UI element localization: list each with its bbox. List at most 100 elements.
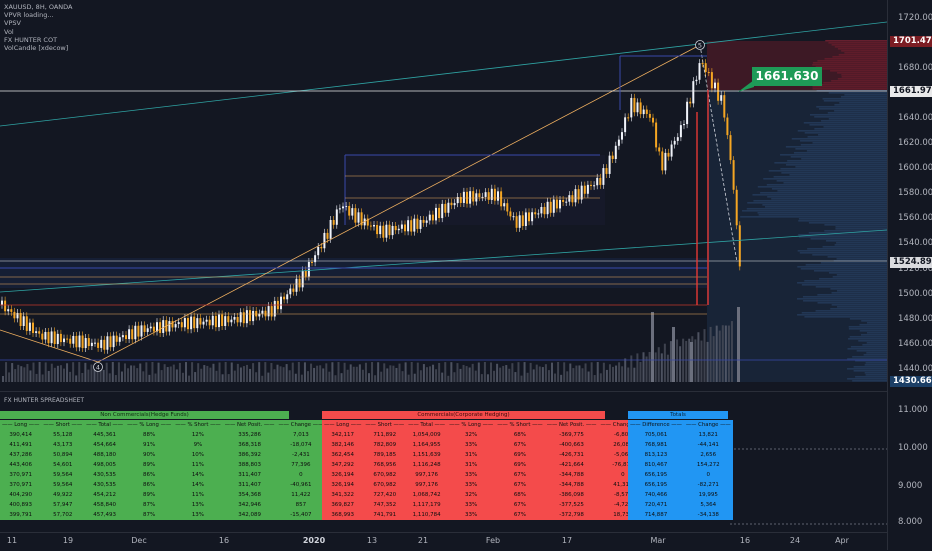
candle-body xyxy=(44,331,47,340)
candle-body xyxy=(366,218,369,226)
volume-bar xyxy=(557,362,560,382)
symbol-title[interactable]: XAUUSD, 8H, OANDA xyxy=(4,3,73,11)
volume-bar xyxy=(255,372,258,382)
table-cell: -8,573 xyxy=(614,492,632,498)
volume-bar xyxy=(252,363,255,382)
volume-bar xyxy=(727,325,730,382)
indicator-legend[interactable]: XAUUSD, 8H, OANDA VPVR loading... VPSV V… xyxy=(4,3,72,52)
volume-bar xyxy=(499,367,502,382)
channel-line xyxy=(0,21,888,127)
profile-bar xyxy=(823,126,887,128)
table-cell: 326,194 xyxy=(331,472,355,478)
profile-bar xyxy=(797,130,887,132)
volume-bar xyxy=(486,374,489,382)
candle-body xyxy=(673,140,676,145)
candle-body xyxy=(146,328,149,332)
volume-bar xyxy=(669,341,672,382)
table-cell: 57,947 xyxy=(53,502,73,508)
volume-bar xyxy=(50,363,53,382)
indicator-volcandle[interactable]: VolCandle [xdecow] xyxy=(4,44,69,53)
volume-bar xyxy=(233,370,236,382)
table-cell: 68% xyxy=(513,432,527,438)
table-cell: 720,471 xyxy=(644,502,668,508)
column-header: —— Change —— xyxy=(278,422,324,428)
table-cell: 1,054,009 xyxy=(412,432,441,438)
candlestick-chart-canvas[interactable]: 54 xyxy=(0,0,888,390)
candle-body xyxy=(227,316,230,323)
candle-body xyxy=(140,325,143,337)
volume-bar xyxy=(596,362,599,382)
volume-bar xyxy=(657,347,660,382)
table-cell: -6,808 xyxy=(614,432,632,438)
volume-bar xyxy=(502,365,505,382)
candle-body xyxy=(233,316,236,320)
volume-bar xyxy=(355,366,358,382)
table-cell: 768,981 xyxy=(644,442,668,448)
profile-bar xyxy=(795,166,887,168)
table-cell: 1,117,179 xyxy=(412,502,441,508)
table-cell: -377,525 xyxy=(559,502,584,508)
time-tick: Apr xyxy=(835,536,849,545)
indicator-fx-hunter-cot[interactable]: FX HUNTER COT xyxy=(4,35,58,44)
candle-body xyxy=(416,218,419,229)
profile-bar xyxy=(864,372,887,374)
indicator-vpvr[interactable]: VPVR loading... xyxy=(4,11,54,20)
table-cell: -426,731 xyxy=(559,452,584,458)
candle-body xyxy=(484,192,487,197)
candle-body xyxy=(106,336,109,350)
candle-body xyxy=(242,312,245,324)
range-zone xyxy=(0,258,707,288)
profile-bar xyxy=(829,272,887,274)
volume-bar xyxy=(136,368,139,382)
pane-separator[interactable] xyxy=(0,391,887,392)
profile-bar xyxy=(814,128,887,130)
profile-bar xyxy=(763,178,887,180)
profile-bar xyxy=(823,100,887,102)
non-commercials-header: Non Commercials(Hedge Funds) xyxy=(0,411,289,419)
candle-body xyxy=(549,201,552,213)
profile-bar xyxy=(815,286,887,288)
price-axis[interactable]: 1720.000 1680.000 1640.000 1620.000 1600… xyxy=(887,0,932,550)
table-cell: 1,110,784 xyxy=(412,512,441,518)
volume-bar xyxy=(441,372,444,382)
volume-bar xyxy=(477,362,480,382)
volume-bar xyxy=(322,368,325,382)
profile-bar xyxy=(806,150,887,152)
volume-bar xyxy=(215,370,218,382)
profile-bar xyxy=(830,308,887,310)
table-cell: 11% xyxy=(191,462,205,468)
table-cell: 714,887 xyxy=(644,512,668,518)
profile-bar xyxy=(836,242,887,244)
profile-bar xyxy=(849,336,887,338)
candle-body xyxy=(87,338,90,347)
time-axis[interactable]: 11 19 Dec 16 2020 13 21 Feb 17 Mar 16 24 Apr xyxy=(0,532,887,551)
candle-body xyxy=(41,333,44,340)
time-tick: 16 xyxy=(218,536,230,545)
candle-body xyxy=(1,300,3,305)
profile-bar xyxy=(848,326,887,328)
candle-body xyxy=(738,225,741,267)
volume-bar xyxy=(715,325,718,382)
candle-body xyxy=(323,232,326,249)
volume-bar xyxy=(151,362,154,382)
volume-bar xyxy=(349,364,352,382)
indicator-vol[interactable]: Vol xyxy=(4,27,14,36)
profile-bar xyxy=(797,314,887,316)
indicator-vpsv[interactable]: VPSV xyxy=(4,19,21,28)
candle-body xyxy=(435,207,437,221)
candle-body xyxy=(125,335,127,340)
price-badge-high: 1701.478 xyxy=(890,36,932,47)
table-cell: 59,564 xyxy=(53,482,73,488)
table-cell: 33% xyxy=(465,502,478,508)
profile-bar xyxy=(746,208,887,210)
price-zones xyxy=(0,41,887,382)
candle-body xyxy=(648,113,651,118)
volume-bar xyxy=(102,369,105,382)
volume-bar xyxy=(410,362,413,382)
profile-bar xyxy=(821,120,887,122)
candle-body xyxy=(69,338,72,344)
candle-body xyxy=(509,211,512,217)
volume-bar xyxy=(432,364,435,382)
profile-bar xyxy=(841,96,887,98)
